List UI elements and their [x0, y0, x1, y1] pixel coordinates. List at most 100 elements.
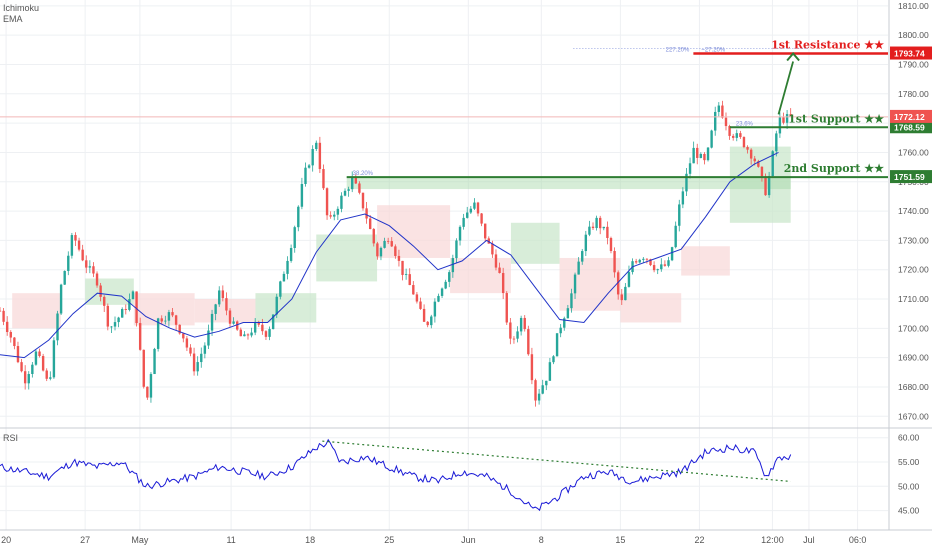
candle-body — [268, 329, 271, 337]
candle-body — [480, 213, 483, 224]
indicator-label-ema[interactable]: EMA — [3, 14, 23, 24]
candle-body — [203, 345, 207, 354]
candle-body — [153, 348, 156, 375]
candle-body — [174, 315, 178, 325]
candle-body — [505, 293, 508, 323]
candle-body — [85, 260, 88, 268]
candle-body — [530, 354, 534, 381]
candle-body — [627, 272, 631, 287]
candle-body — [225, 298, 228, 311]
candle-body — [696, 147, 699, 158]
candle-body — [315, 142, 318, 150]
candle-body — [577, 261, 580, 275]
candle-body — [95, 273, 99, 286]
indicator-label-rsi[interactable]: RSI — [3, 433, 19, 443]
candle-body — [192, 353, 196, 372]
candle-body — [509, 322, 512, 339]
candle-body — [31, 364, 34, 374]
fib-label: 23.6% — [736, 121, 754, 127]
candle-body — [52, 340, 56, 378]
candle-body — [171, 312, 174, 316]
candle-body — [491, 243, 494, 255]
candle-body — [329, 215, 332, 217]
candle-body — [764, 176, 767, 196]
support-zone — [346, 177, 791, 190]
time-tick-label: 27 — [80, 535, 90, 545]
candle-body — [20, 362, 23, 372]
candle-body — [501, 273, 505, 294]
indicator-label-ichimoku[interactable]: Ichimoku — [3, 3, 40, 13]
candle-body — [253, 321, 257, 333]
candle-body — [721, 105, 724, 118]
candle-body — [218, 290, 221, 305]
candle-body — [92, 266, 95, 274]
candle-body — [88, 266, 92, 268]
candle-body — [27, 373, 30, 384]
candle-body — [311, 149, 314, 166]
candle-body — [99, 285, 102, 297]
time-tick-label: 15 — [615, 535, 625, 545]
ema-path — [0, 151, 779, 359]
candle-body — [16, 346, 20, 363]
cloud-segment — [559, 257, 621, 311]
fib-label: 38.20% — [353, 171, 374, 177]
candle-body — [261, 324, 264, 332]
candle-body — [361, 192, 365, 209]
candle-body — [512, 338, 516, 340]
candle-body — [494, 254, 498, 268]
candle-body — [527, 329, 530, 355]
candle-body — [379, 247, 383, 257]
candle-body — [49, 377, 52, 379]
candle-body — [383, 240, 386, 248]
candle-body — [38, 351, 41, 357]
candle-body — [138, 323, 142, 350]
candle-body — [731, 135, 735, 138]
candle-body — [444, 281, 447, 289]
candle-body — [117, 317, 120, 323]
candle-body — [523, 317, 526, 330]
rsi-tick-label: 45.00 — [898, 506, 920, 516]
price-tag — [890, 46, 932, 60]
price-tag-label: 1768.59 — [894, 122, 925, 132]
cloud-segment — [133, 293, 195, 326]
time-tick-label: May — [131, 535, 149, 545]
cloud-segment — [377, 205, 451, 258]
candle-body — [397, 255, 401, 261]
candle-body — [566, 308, 570, 319]
candle-body — [351, 177, 354, 190]
candle-body — [426, 321, 429, 326]
candle-body — [81, 249, 84, 261]
candle-body — [437, 295, 440, 302]
candle-body — [487, 238, 490, 244]
cloud-segment — [316, 234, 378, 282]
candle-body — [498, 267, 501, 274]
projection-arrow — [777, 61, 794, 115]
candle-body — [602, 226, 605, 229]
time-tick-label: 25 — [384, 535, 394, 545]
candle-body — [545, 380, 548, 386]
price-tick-label: 1710.00 — [898, 294, 929, 304]
candle-body — [146, 386, 149, 398]
candle-body — [476, 202, 480, 214]
cloud-segment — [450, 257, 511, 294]
candle-body — [778, 117, 782, 134]
candle-body — [570, 293, 573, 309]
cloud-segment — [255, 293, 317, 323]
candle-body — [616, 272, 620, 295]
candle-body — [670, 247, 674, 261]
candle-body — [271, 314, 275, 330]
candle-body — [368, 218, 372, 229]
candle-body — [128, 299, 131, 310]
candle-body — [340, 195, 343, 209]
candle-body — [717, 105, 721, 112]
candle-body — [699, 153, 703, 158]
levels: 1st Resistance ★★ 227.20% ~27.20% 1st Suppo… — [0, 39, 888, 179]
price-tag — [890, 170, 932, 184]
candle-body — [135, 291, 138, 324]
candle-body — [771, 151, 774, 177]
candle-body — [322, 169, 325, 189]
candle-body — [785, 114, 789, 123]
candle-body — [210, 313, 214, 331]
candle-body — [347, 189, 350, 191]
